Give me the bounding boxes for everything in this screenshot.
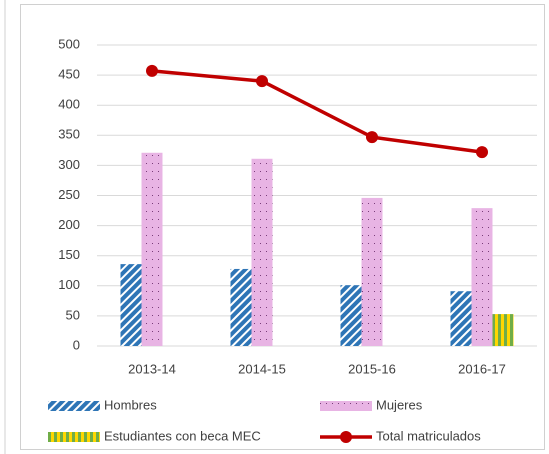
line-marker <box>146 64 158 77</box>
x-tick-label: 2015-16 <box>348 361 396 376</box>
bar <box>340 285 362 346</box>
x-tick-label: 2014-15 <box>238 361 286 376</box>
y-tick-label: 500 <box>58 36 80 51</box>
line-marker <box>366 131 378 144</box>
bar <box>450 291 472 346</box>
legend-marker <box>340 431 352 443</box>
y-tick-label: 100 <box>58 277 80 292</box>
y-tick-label: 150 <box>58 247 80 262</box>
legend-swatch <box>48 432 100 442</box>
y-tick-label: 350 <box>58 127 80 142</box>
y-tick-label: 400 <box>58 97 80 112</box>
y-tick-label: 250 <box>58 187 80 202</box>
chart-frame <box>20 4 545 450</box>
legend-label: Mujeres <box>376 397 423 412</box>
y-tick-label: 50 <box>66 307 80 322</box>
line-marker <box>476 146 488 159</box>
line-marker <box>256 75 268 88</box>
legend-label: Estudiantes con beca MEC <box>104 428 261 443</box>
bar <box>471 208 493 346</box>
bar <box>120 264 142 346</box>
y-tick-label: 0 <box>73 337 80 352</box>
x-tick-label: 2013-14 <box>128 361 176 376</box>
bar <box>141 152 163 346</box>
bar <box>361 197 383 346</box>
legend-swatch <box>48 401 100 411</box>
y-tick-label: 300 <box>58 157 80 172</box>
x-tick-label: 2016-17 <box>458 361 506 376</box>
legend-swatch <box>320 401 372 411</box>
bar <box>251 158 273 346</box>
bar <box>492 314 514 346</box>
legend-label: Hombres <box>104 397 157 412</box>
line <box>151 69 483 154</box>
y-tick-label: 200 <box>58 217 80 232</box>
y-tick-label: 450 <box>58 67 80 82</box>
bar <box>230 268 252 346</box>
legend-label: Total matriculados <box>376 428 481 443</box>
